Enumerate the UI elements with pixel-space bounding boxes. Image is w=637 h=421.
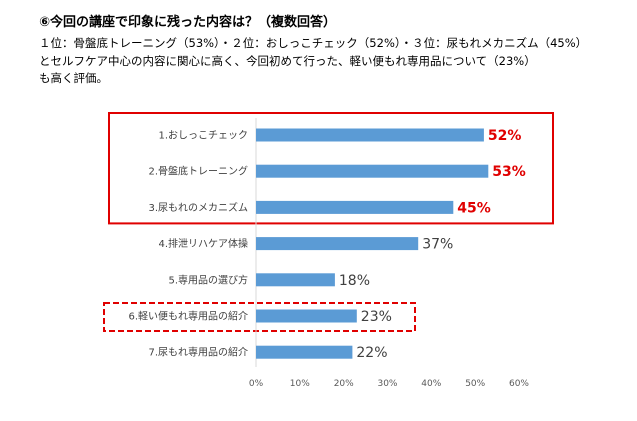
summary-line-1: １位：骨盤底トレーニング（53%）・２位：おしっこチェック（52%）・３位：尿も… — [39, 36, 588, 50]
x-tick-label-3: 20% — [334, 379, 354, 389]
value-label-1: 52% — [488, 128, 522, 144]
bar-1 — [256, 128, 484, 142]
highlight-box-dashed — [103, 302, 416, 332]
category-label-7: 7.尿もれ専用品の紹介 — [148, 346, 248, 359]
x-tick-label-5: 40% — [421, 379, 441, 389]
bar-3 — [256, 200, 454, 214]
value-label-2: 53% — [492, 164, 526, 180]
summary-line-2: とセルフケア中心の内容に関心に高く、今回初めて行った、軽い便もれ専用品について（… — [39, 53, 536, 68]
bar-4 — [256, 237, 419, 251]
category-label-2: 2.骨盤底トレーニング — [148, 165, 248, 178]
bar-2 — [256, 164, 489, 178]
value-label-5: 18% — [339, 273, 370, 289]
value-label-4: 37% — [422, 237, 453, 253]
bar-6 — [256, 309, 357, 323]
value-label-7: 22% — [356, 345, 387, 361]
highlight-boxes — [103, 112, 554, 332]
category-label-4: 4.排泄リハケア体操 — [158, 237, 248, 250]
bar-5 — [256, 273, 335, 287]
x-tick-label-1: 0% — [249, 379, 264, 389]
page-title: ⑥今回の講座で印象に残った内容は？（複数回答） — [39, 15, 337, 30]
category-label-1: 1.おしっこチェック — [158, 130, 248, 142]
x-tick-label-7: 60% — [509, 379, 529, 389]
category-labels: 1.おしっこチェック 2.骨盤底トレーニング 3.尿もれのメカニズム 4.排泄リハケア… — [128, 130, 248, 359]
bars — [256, 128, 489, 359]
x-tick-label-6: 50% — [465, 379, 485, 389]
value-label-3: 45% — [457, 200, 491, 216]
highlight-box-solid — [108, 112, 554, 225]
summary-text: １位：骨盤底トレーニング（53%）・２位：おしっこチェック（52%）・３位：尿も… — [39, 35, 619, 88]
category-label-6: 6.軽い便もれ専用品の紹介 — [128, 310, 248, 323]
x-tick-label-2: 10% — [290, 379, 310, 389]
category-label-3: 3.尿もれのメカニズム — [148, 201, 248, 214]
value-label-6: 23% — [361, 309, 392, 325]
summary-line-3: も高く評価。 — [39, 71, 108, 85]
x-tick-label-4: 30% — [377, 379, 397, 389]
bar-7 — [256, 345, 353, 359]
x-tick-labels: 0% 10% 20% 30% 40% 50% 60% — [249, 379, 530, 389]
value-labels: 52% 53% 45% 37% 18% 23% 22% — [339, 128, 526, 361]
category-label-5: 5.専用品の選び方 — [168, 273, 248, 286]
